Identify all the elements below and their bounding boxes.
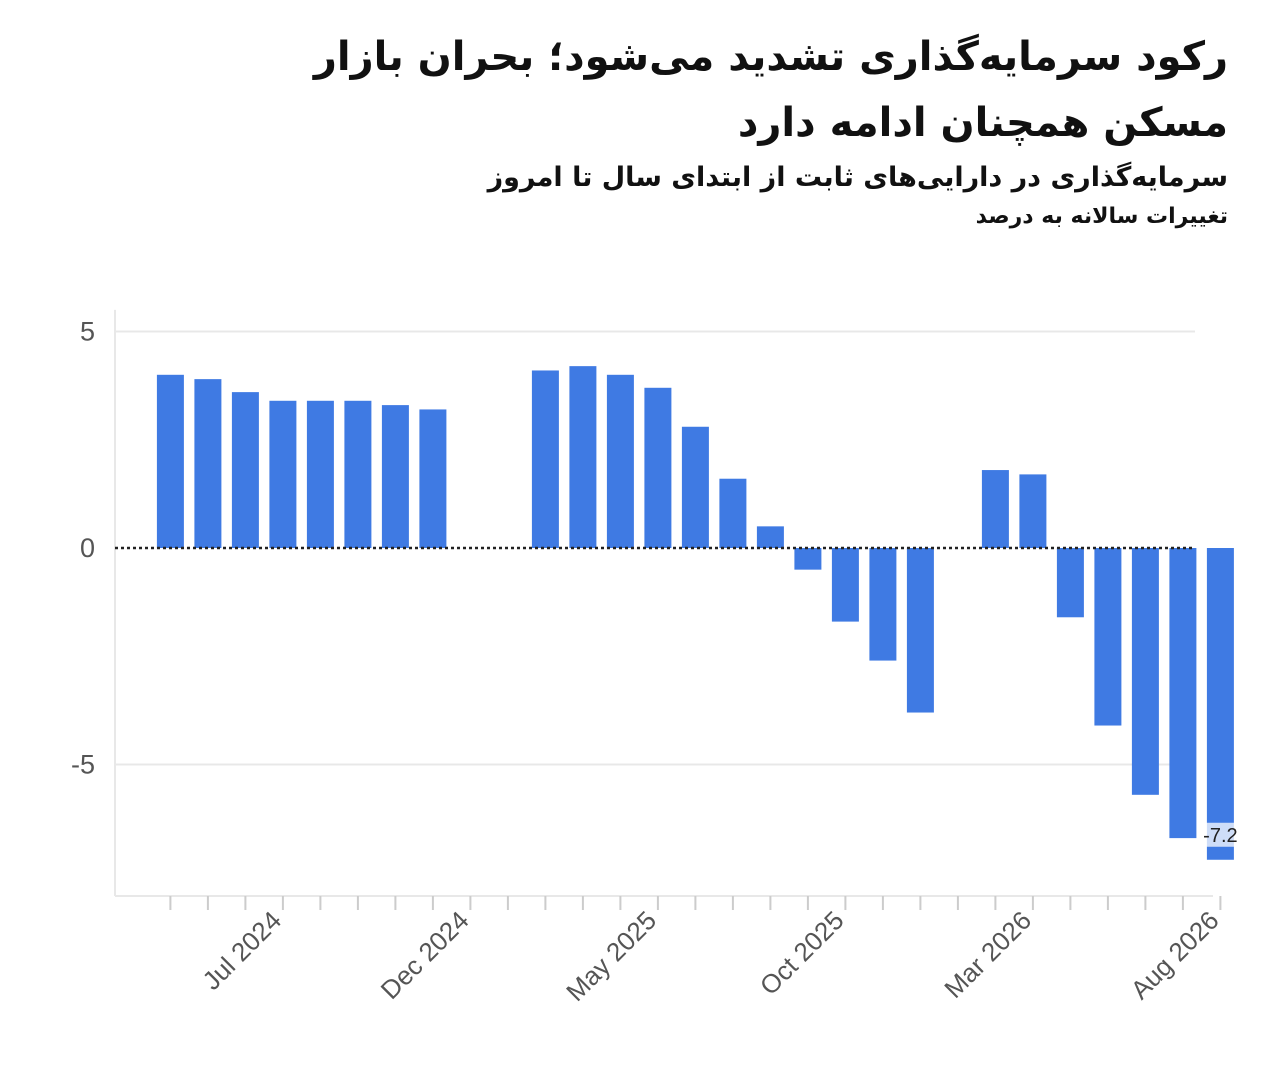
bar: May 2024: 3.9 (194, 379, 222, 548)
bar: Oct 2024: 3.3 (381, 405, 409, 548)
x-tick-label: Jul 2024 (196, 905, 287, 996)
chart-subtitle: سرمایه‌گذاری در دارایی‌های ثابت از ابتدا… (487, 162, 1228, 193)
x-tick-label: May 2025 (560, 905, 662, 1007)
bar: Apr 2024: 4 (156, 374, 184, 548)
bar: Aug 2024: 3.4 (306, 400, 334, 548)
bar: Sep 2024: 3.4 (344, 400, 372, 548)
bar: Oct 2025: -1.7 (831, 548, 859, 622)
bars-layer: Apr 2024: 4 May 2024: 3.9 Jun 2024: 3.6 Jul… (156, 366, 1234, 860)
y-tick-label: 0 (80, 533, 95, 563)
bar: Jul 2024: 3.4 (269, 400, 297, 548)
x-tick-label: Oct 2025 (754, 905, 850, 1001)
data-label: -7.2 (1203, 825, 1237, 847)
chart-title: رکود سرمایه‌گذاری تشدید می‌شود؛ بحران با… (313, 34, 1228, 146)
bar: Apr 2025: 4 (606, 374, 634, 548)
bar: Nov 2025: -2.6 (869, 548, 897, 661)
x-tick-label: Aug 2026 (1125, 905, 1225, 1005)
x-tick-label: Dec 2024 (375, 905, 475, 1005)
data-label-background (1198, 822, 1243, 847)
x-tick-label: Mar 2026 (938, 905, 1037, 1004)
bar: Jun 2025: 2.8 (681, 426, 709, 548)
bar: Mar 2026: 1.7 (1019, 474, 1047, 548)
bar: Feb 2026: 1.8 (981, 470, 1009, 548)
chart-header: رکود سرمایه‌گذاری تشدید می‌شود؛ بحران با… (248, 24, 1228, 234)
bar: Jun 2026: -5.7 (1131, 548, 1159, 795)
bar: Nov 2024: 3.2 (419, 409, 447, 548)
bar: Jun 2024: 3.6 (231, 392, 259, 548)
bar: Jul 2026: -6.7 (1169, 548, 1197, 839)
bar: May 2026: -4.1 (1094, 548, 1122, 726)
bar: Jul 2025: 1.6 (719, 478, 747, 548)
bar: Aug 2025: 0.5 (756, 526, 784, 548)
grid-layer (114, 309, 1222, 910)
y-tick-label: 5 (80, 317, 95, 347)
bar: Sep 2025: -0.5 (794, 548, 822, 570)
y-tick-label: -5 (71, 750, 95, 780)
bar: Dec 2025: -3.8 (906, 548, 934, 713)
bar: Aug 2026: -7.2 (1206, 548, 1234, 860)
chart-unit-label: تغییرات سالانه به درصد (975, 204, 1228, 229)
bar: Apr 2026: -1.6 (1056, 548, 1084, 618)
bar: Feb 2025: 4.1 (531, 370, 559, 548)
bar: Mar 2025: 4.2 (569, 366, 597, 548)
bar: May 2025: 3.7 (644, 387, 672, 548)
